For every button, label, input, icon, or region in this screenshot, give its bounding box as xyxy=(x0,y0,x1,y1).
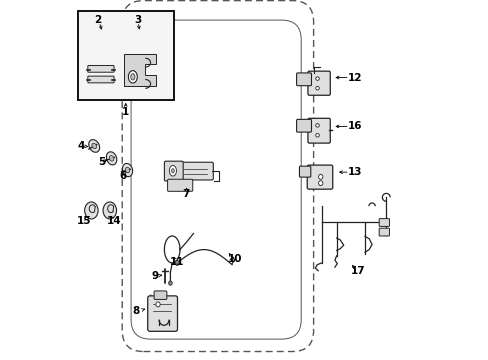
Ellipse shape xyxy=(315,77,319,80)
FancyBboxPatch shape xyxy=(88,66,114,72)
Text: 9: 9 xyxy=(151,271,159,282)
Ellipse shape xyxy=(318,181,322,186)
FancyBboxPatch shape xyxy=(88,76,114,83)
Text: 10: 10 xyxy=(227,254,242,264)
FancyBboxPatch shape xyxy=(178,162,213,180)
Text: 15: 15 xyxy=(77,216,91,226)
Polygon shape xyxy=(124,54,156,86)
Ellipse shape xyxy=(84,202,98,219)
FancyBboxPatch shape xyxy=(164,161,183,181)
FancyBboxPatch shape xyxy=(296,73,311,86)
FancyBboxPatch shape xyxy=(306,165,332,189)
Text: 16: 16 xyxy=(347,121,362,131)
Ellipse shape xyxy=(89,140,100,152)
Text: 8: 8 xyxy=(132,306,139,316)
Text: 17: 17 xyxy=(350,266,365,276)
Ellipse shape xyxy=(171,168,174,173)
Text: 2: 2 xyxy=(94,15,101,25)
Ellipse shape xyxy=(122,163,132,177)
Text: 1: 1 xyxy=(122,107,129,117)
Bar xyxy=(78,11,173,100)
Ellipse shape xyxy=(106,152,117,165)
Text: 5: 5 xyxy=(98,157,105,167)
FancyBboxPatch shape xyxy=(307,71,329,95)
FancyBboxPatch shape xyxy=(307,118,329,143)
Ellipse shape xyxy=(92,143,96,149)
Ellipse shape xyxy=(103,202,116,219)
Ellipse shape xyxy=(109,156,114,161)
FancyBboxPatch shape xyxy=(378,219,388,226)
Text: 3: 3 xyxy=(134,15,142,25)
Text: 12: 12 xyxy=(347,72,362,82)
Text: 6: 6 xyxy=(120,171,127,181)
Text: 4: 4 xyxy=(77,141,84,151)
Ellipse shape xyxy=(175,260,179,265)
Ellipse shape xyxy=(315,134,319,137)
Ellipse shape xyxy=(315,86,319,90)
FancyBboxPatch shape xyxy=(296,120,311,132)
Ellipse shape xyxy=(125,167,129,173)
Ellipse shape xyxy=(156,302,160,307)
Ellipse shape xyxy=(130,74,135,80)
Ellipse shape xyxy=(318,174,322,179)
Text: 11: 11 xyxy=(169,257,184,267)
FancyBboxPatch shape xyxy=(378,228,388,236)
Ellipse shape xyxy=(169,166,176,176)
FancyBboxPatch shape xyxy=(167,179,192,191)
Text: 7: 7 xyxy=(182,189,189,199)
Text: 13: 13 xyxy=(347,167,362,177)
Ellipse shape xyxy=(168,281,172,285)
FancyBboxPatch shape xyxy=(147,296,177,331)
Text: 14: 14 xyxy=(106,216,121,226)
Ellipse shape xyxy=(128,71,137,83)
Ellipse shape xyxy=(315,123,319,127)
FancyBboxPatch shape xyxy=(154,291,166,300)
FancyBboxPatch shape xyxy=(299,166,310,177)
